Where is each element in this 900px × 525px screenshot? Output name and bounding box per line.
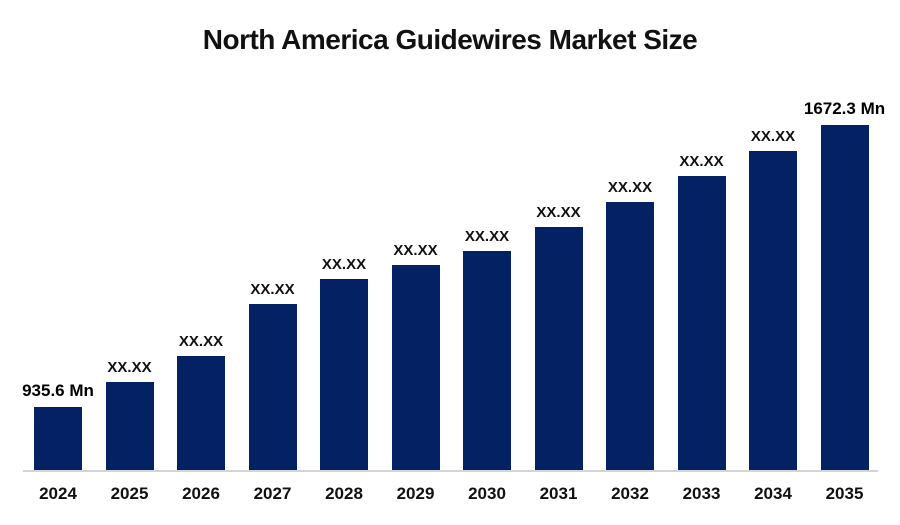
value-label-2033: XX.XX <box>679 153 724 170</box>
x-tick-2024: 2024 <box>39 484 77 503</box>
bar-2025 <box>105 382 154 470</box>
value-label-2027: XX.XX <box>250 281 295 298</box>
x-tick-2032: 2032 <box>611 484 649 503</box>
bar-2024 <box>34 407 82 470</box>
value-label-2028: XX.XX <box>321 256 367 273</box>
x-tick-2029: 2029 <box>396 484 435 503</box>
bar-2031 <box>534 227 583 470</box>
value-label-2029: XX.XX <box>393 242 438 259</box>
value-label-2031: XX.XX <box>536 204 581 221</box>
x-tick-2034: 2034 <box>754 484 792 503</box>
chart-title: North America Guidewires Market Size <box>202 24 698 55</box>
bar-2027 <box>248 304 297 470</box>
value-label-2034: XX.XX <box>750 128 796 145</box>
bar-2029 <box>391 265 440 470</box>
x-tick-2035: 2035 <box>825 484 864 503</box>
bar-2026 <box>177 356 225 470</box>
value-label-2030: XX.XX <box>464 228 510 245</box>
x-tick-2033: 2033 <box>682 484 721 503</box>
value-label-2026: XX.XX <box>178 333 224 350</box>
x-tick-2025: 2025 <box>110 484 149 503</box>
value-label-2024: 935.6 Mn <box>22 381 94 400</box>
bar-2033 <box>677 176 726 470</box>
x-tick-2028: 2028 <box>325 484 363 503</box>
bar-2034 <box>749 151 797 470</box>
bar-2035 <box>820 125 869 470</box>
x-tick-2031: 2031 <box>539 484 578 503</box>
x-tick-2026: 2026 <box>182 484 220 503</box>
value-label-2032: XX.XX <box>607 179 653 196</box>
value-label-2025: XX.XX <box>107 359 152 376</box>
x-tick-2027: 2027 <box>253 484 292 503</box>
x-tick-2030: 2030 <box>468 484 506 503</box>
bar-2028 <box>320 279 368 470</box>
bar-2030 <box>463 251 511 470</box>
x-axis-line <box>23 470 878 472</box>
value-label-2035: 1672.3 Mn <box>803 99 886 118</box>
bar-2032 <box>606 202 654 470</box>
